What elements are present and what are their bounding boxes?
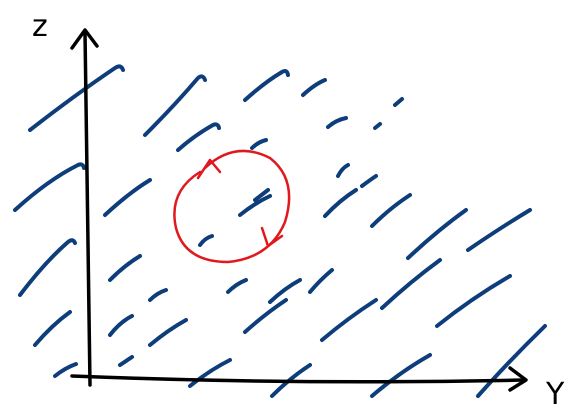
horizontal-axis-label: Y [545, 377, 565, 412]
vector-field-sketch: z Y [0, 0, 576, 413]
axes [72, 30, 526, 390]
vertical-axis-label: z [32, 9, 48, 44]
page: z Y (() => { const data = JSON.parse(doc… [0, 0, 576, 413]
rotation-loop [174, 151, 289, 262]
